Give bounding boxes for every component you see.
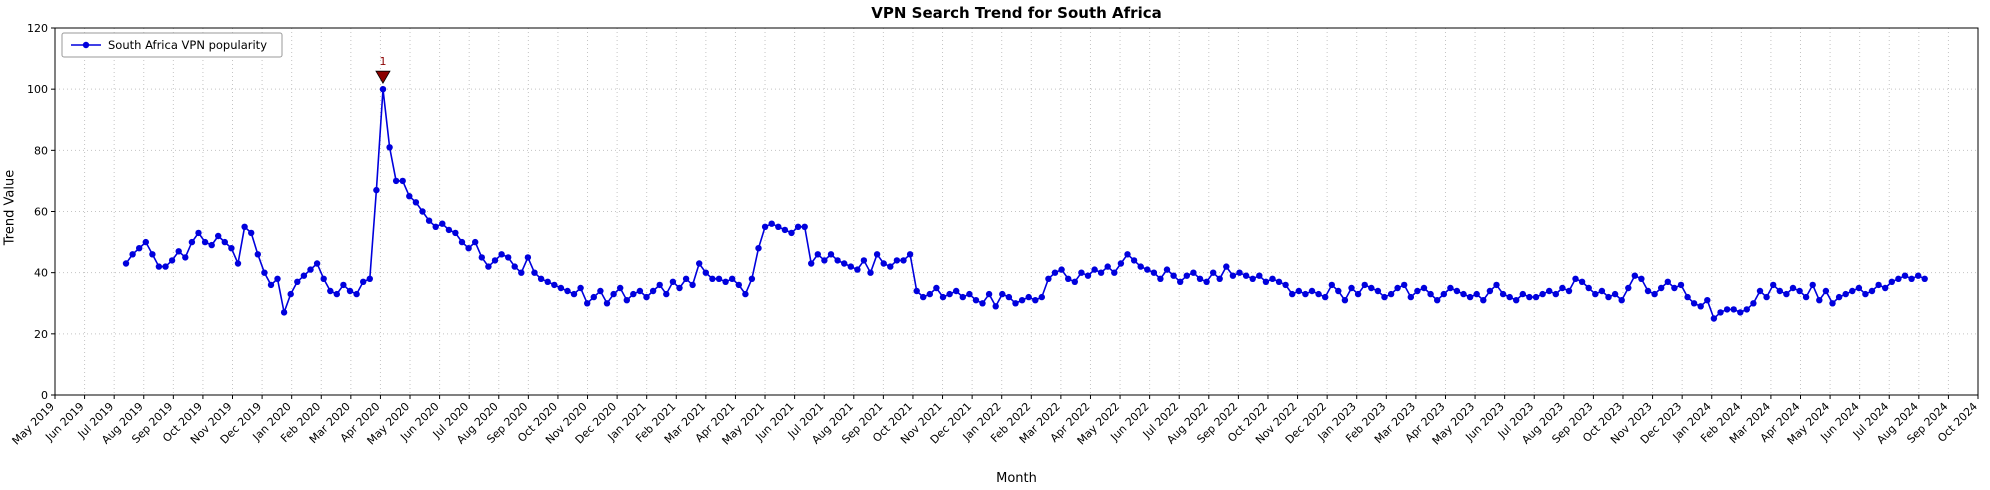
legend: South Africa VPN popularity <box>61 32 283 58</box>
svg-text:0: 0 <box>41 389 48 402</box>
annotation-marker: 1 <box>375 55 391 84</box>
svg-text:60: 60 <box>34 206 48 219</box>
annotation-label: 1 <box>379 55 386 68</box>
trend-markers <box>122 86 1928 322</box>
y-tick-labels: 0 20 40 60 80 100 120 <box>27 22 55 402</box>
trend-line <box>125 89 1926 320</box>
x-axis-label: Month <box>996 471 1037 486</box>
legend-marker-sample <box>82 41 90 49</box>
svg-text:120: 120 <box>27 22 48 35</box>
svg-text:20: 20 <box>34 328 48 341</box>
chart-title: VPN Search Trend for South Africa <box>871 4 1162 22</box>
svg-text:100: 100 <box>27 83 48 96</box>
svg-text:40: 40 <box>34 267 48 280</box>
svg-text:80: 80 <box>34 144 48 157</box>
legend-entry-label: South Africa VPN popularity <box>108 38 267 52</box>
grid-lines <box>54 27 1979 396</box>
